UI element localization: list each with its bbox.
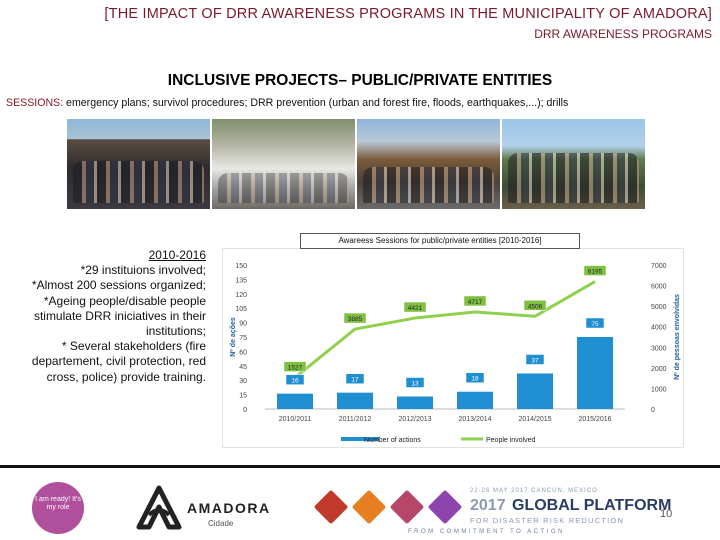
line-label-box: [463, 295, 487, 307]
line-data-label: 3885: [348, 316, 363, 323]
gp-tile-icon: [313, 489, 349, 525]
summary-line: *29 instituions involved;: [80, 263, 206, 278]
header-subtitle: DRR AWARENESS PROGRAMS: [534, 27, 712, 41]
x-tick-label: 2010/2011: [279, 416, 312, 423]
x-tick-label: 2012/2013: [398, 416, 431, 423]
summary-line: *Almost 200 sessions organized;: [31, 278, 206, 293]
bar-label-box: [585, 317, 605, 329]
y2-tick-label: 5000: [651, 304, 667, 311]
line-data-label: 4717: [468, 299, 483, 306]
chart-panel: 0 15 30 45 60 75 90 105 120 135 150 0 1000 2000 3000 40…: [222, 248, 684, 448]
y-axis-title: Nº de ações: [230, 317, 237, 357]
bar-label-box: [345, 373, 365, 384]
line-label-box: [523, 300, 547, 311]
gp-year: 2017: [470, 497, 506, 514]
chart-title: Awareess Sessions for public/private ent…: [300, 233, 580, 249]
y-tick-label: 45: [239, 364, 247, 371]
slide-title: INCLUSIVE PROJECTS– PUBLIC/PRIVATE ENTIT…: [167, 72, 553, 89]
people-line: [294, 280, 596, 379]
legend-line-label: People involved: [486, 437, 536, 444]
bar-data-label: 16: [291, 378, 299, 385]
photo-strip: [67, 119, 645, 209]
legend-bar-label: Number of actions: [364, 437, 421, 444]
y2-tick-label: 4000: [651, 325, 667, 332]
y2-tick-label: 7000: [651, 263, 667, 270]
ready-badge-logo: I am ready! It's my role: [32, 482, 84, 534]
bar-label-box: [285, 374, 305, 385]
bar: [397, 396, 433, 409]
amadora-logo-icon: [136, 485, 182, 530]
y2-tick-label: 0: [651, 407, 655, 414]
y-tick-label: 120: [235, 292, 247, 299]
summary-line: *Ageing people/disable people stimulate …: [33, 293, 206, 339]
ready-badge-text: I am ready! It's my role: [35, 496, 81, 511]
y-tick-label: 15: [239, 393, 247, 400]
y-tick-label: 0: [243, 407, 247, 414]
summary-period: 2010-2016: [148, 248, 206, 262]
x-tick-label: 2013/2014: [458, 416, 491, 423]
line-label-box: [583, 265, 607, 276]
line-label-box: [343, 312, 367, 324]
y-tick-label: 30: [239, 378, 247, 385]
line-data-label: 4506: [528, 303, 543, 310]
bar-label-box: [525, 354, 545, 365]
gp-tile-icon: [351, 489, 387, 525]
gp-subtitle: FOR DISASTER RISK REDUCTION: [470, 516, 625, 525]
sessions-chart: 0 15 30 45 60 75 90 105 120 135 150 0 1000 2000 3000 40…: [230, 263, 681, 444]
y2-tick-label: 1000: [651, 386, 667, 393]
bar-label-box: [405, 377, 425, 388]
y2-tick-label: 3000: [651, 345, 667, 352]
bar: [457, 391, 493, 409]
gp-date: 22-26 MAY 2017 CANCUN, MEXICO: [470, 488, 598, 494]
photo-group-training: [67, 119, 210, 209]
y-tick-label: 60: [239, 349, 247, 356]
x-tick-label: 2011/2012: [339, 416, 372, 423]
footer-divider: [0, 465, 720, 468]
bar: [577, 337, 613, 409]
line-data-label: 6195: [588, 269, 603, 276]
gp-tile-icon: [427, 489, 463, 525]
sessions-label: SESSIONS:: [6, 97, 64, 109]
line-data-label: 4421: [408, 305, 423, 312]
legend-bar-swatch: [341, 437, 379, 441]
sessions-line: SESSIONS: emergency plans; survivol proc…: [6, 97, 718, 109]
header-title: [THE IMPACT OF DRR AWARENESS PROGRAMS IN…: [104, 6, 712, 22]
bar-data-label: 75: [591, 321, 599, 328]
y-tick-label: 135: [235, 277, 247, 284]
y2-axis-title: Nº de pessoas envolvidas: [674, 294, 681, 380]
gp-name: GLOBAL PLATFORM: [512, 497, 672, 514]
global-platform-tiles: [313, 489, 463, 525]
y-tick-label: 75: [239, 335, 247, 342]
line-label-box: [283, 361, 307, 372]
amadora-name: AMADORA: [187, 500, 271, 516]
bar-data-label: 18: [471, 376, 479, 383]
bar-data-label: 37: [531, 357, 539, 364]
x-tick-label: 2015/2016: [578, 416, 611, 423]
sessions-text: emergency plans; survivol procedures; DR…: [63, 97, 569, 109]
amadora-subtitle: Cidade: [208, 519, 234, 528]
bar: [277, 393, 313, 409]
gp-tile-icon: [389, 489, 425, 525]
y-tick-label: 150: [235, 263, 247, 270]
bar-data-label: 13: [411, 381, 419, 388]
bar: [337, 392, 373, 409]
photo-outdoor-demo: [357, 119, 500, 209]
bar-label-box: [465, 372, 485, 383]
summary-line: * Several stakeholders (fire departement…: [31, 339, 206, 384]
gp-tagline: FROM COMMITMENT TO ACTION: [408, 529, 565, 535]
y-tick-label: 90: [239, 321, 247, 328]
photo-fire-extinguisher-drill: [212, 119, 355, 209]
line-data-label: 1527: [288, 365, 303, 372]
page-number: 10: [660, 508, 673, 520]
photo-elderly-group: [502, 119, 645, 209]
line-label-box: [403, 301, 427, 313]
x-tick-label: 2014/2015: [518, 416, 551, 423]
bar: [517, 373, 553, 409]
y2-tick-label: 2000: [651, 366, 667, 373]
y-tick-label: 105: [235, 306, 247, 313]
bar-data-label: 17: [351, 377, 359, 384]
summary-text: 2010-2016 *29 instituions involved; *Alm…: [8, 248, 206, 385]
y2-tick-label: 6000: [651, 284, 667, 291]
